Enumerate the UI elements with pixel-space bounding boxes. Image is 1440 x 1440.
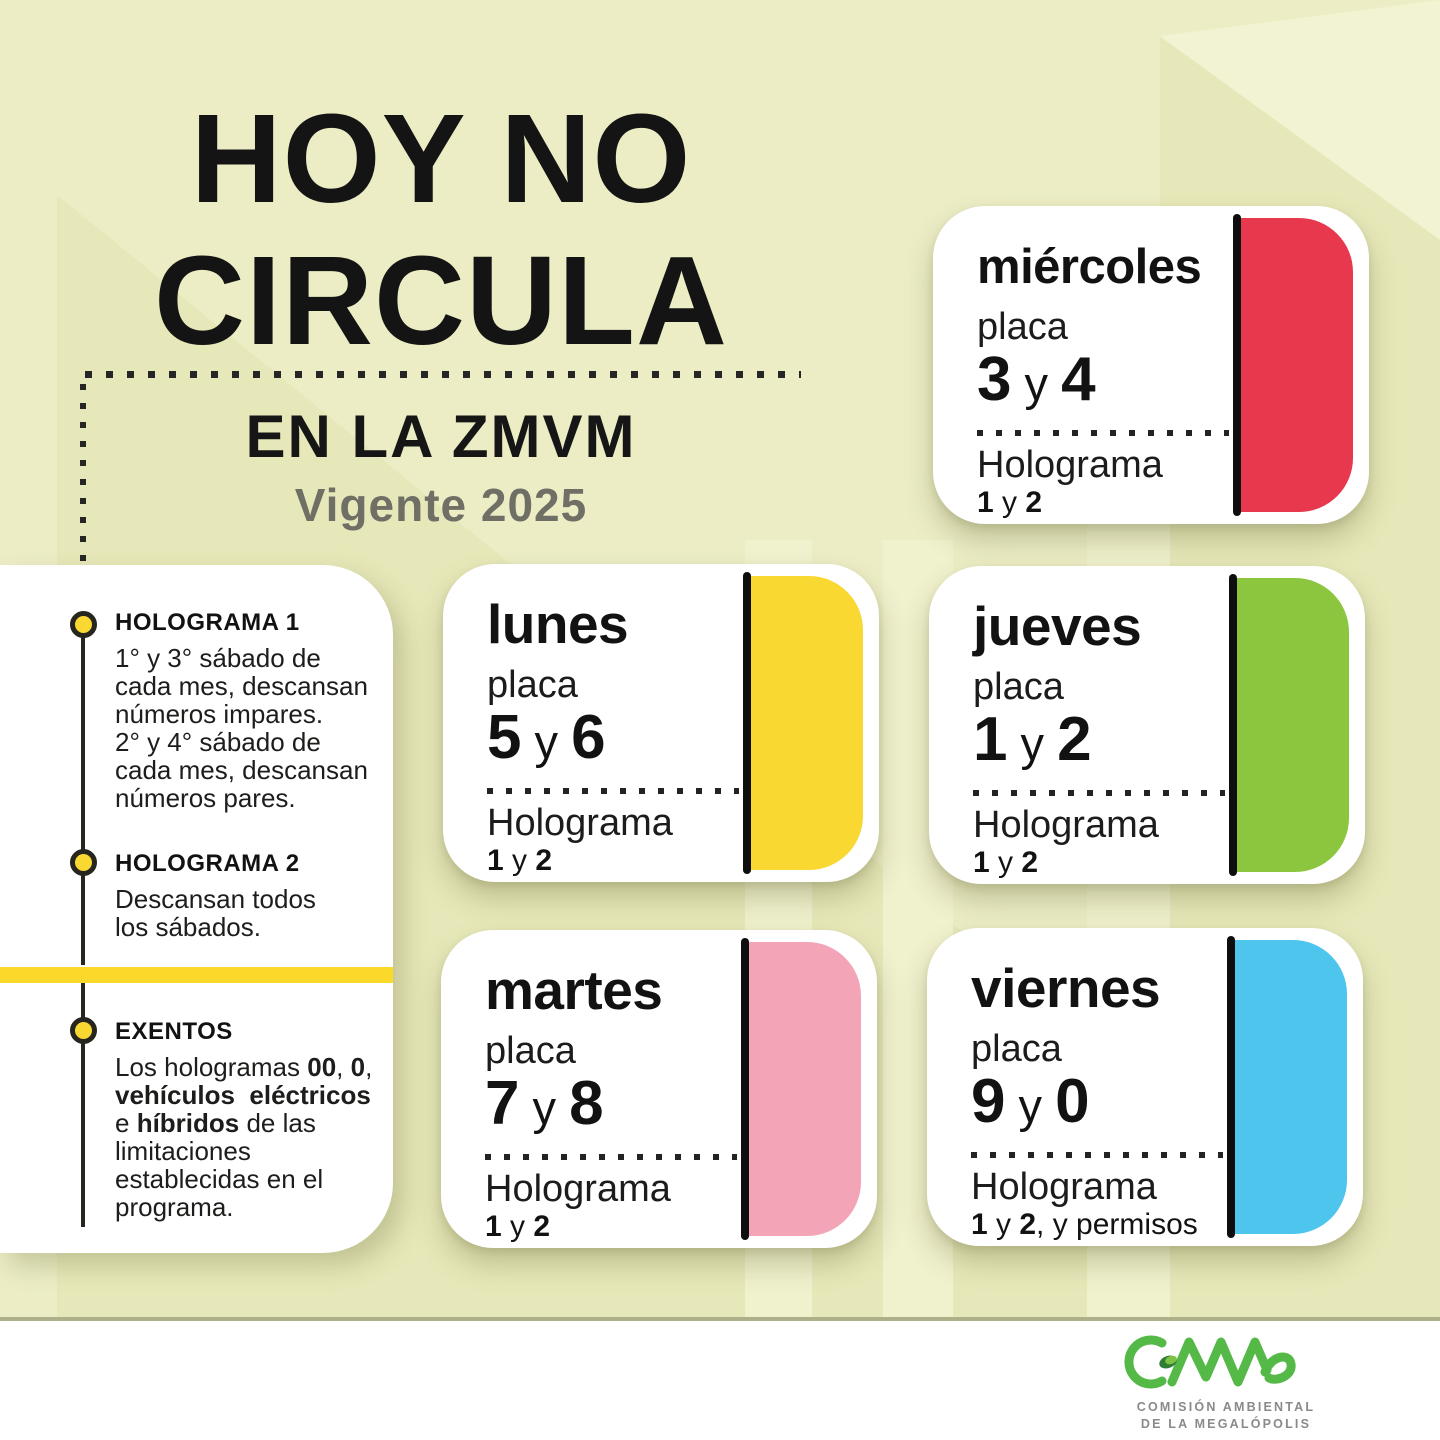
dotted-divider-vertical	[80, 384, 86, 562]
card-divider-line	[1229, 574, 1237, 876]
legend-heading-holograma-1: HOLOGRAMA 1	[115, 609, 300, 636]
legend-yellow-bar	[0, 967, 393, 983]
legend-body-holograma-1: 1° y 3° sábado de cada mes, descansan nú…	[115, 643, 368, 813]
background-bottom-edge	[0, 1317, 1440, 1321]
card-dotted-divider	[487, 788, 739, 794]
plate-numbers: 5 y 6	[487, 703, 606, 772]
card-dotted-divider	[977, 430, 1229, 436]
holograma-values: 1 y 2, y permisos	[971, 1208, 1198, 1241]
holograma-values: 1 y 2	[977, 486, 1043, 519]
legend-heading-holograma-2: HOLOGRAMA 2	[115, 850, 300, 877]
day-card-lunes: lunes placa 5 y 6 Holograma 1 y 2	[443, 564, 879, 882]
logo-subtitle-line-1: COMISIÓN AMBIENTAL	[1136, 1400, 1316, 1414]
dotted-divider-horizontal	[85, 371, 801, 378]
legend-bullet	[70, 1017, 97, 1044]
card-dotted-divider	[973, 790, 1225, 796]
day-card-miercoles: miércoles placa 3 y 4 Holograma 1 y 2	[933, 206, 1369, 524]
day-card-jueves: jueves placa 1 y 2 Holograma 1 y 2	[929, 566, 1365, 884]
validity-label: Vigente 2025	[294, 479, 588, 531]
legend-body-holograma-2: Descansan todos los sábados.	[115, 884, 316, 942]
card-dotted-divider	[485, 1154, 737, 1160]
logo-subtitle-line-2: DE LA MEGALÓPOLIS	[1140, 1417, 1312, 1431]
card-divider-line	[743, 572, 751, 874]
card-divider-line	[741, 938, 749, 1240]
day-card-viernes: viernes placa 9 y 0 Holograma 1 y 2, y p…	[927, 928, 1363, 1246]
day-name: martes	[485, 959, 663, 1021]
placa-label: placa	[487, 664, 578, 706]
legend-heading-exentos: EXENTOS	[115, 1018, 233, 1045]
holograma-values: 1 y 2	[973, 846, 1039, 879]
holograma-values: 1 y 2	[485, 1210, 551, 1243]
plate-numbers: 9 y 0	[971, 1067, 1090, 1136]
card-divider-line	[1233, 214, 1241, 516]
title-line-2: CIRCULA	[154, 230, 728, 372]
placa-label: placa	[977, 306, 1068, 348]
came-logo: COMISIÓN AMBIENTAL DE LA MEGALÓPOLIS	[1118, 1330, 1334, 1433]
legend-timeline-line	[81, 625, 85, 965]
placa-label: placa	[973, 666, 1064, 708]
page-title: HOY NO CIRCULA	[85, 88, 797, 373]
placa-label: placa	[971, 1028, 1062, 1070]
day-color-swatch	[1237, 578, 1349, 872]
legend-panel	[0, 565, 393, 1253]
holograma-label: Holograma	[977, 444, 1163, 486]
legend-bullet	[70, 611, 97, 638]
page-subtitle: EN LA ZMVM	[245, 403, 637, 470]
day-color-swatch	[751, 576, 863, 870]
card-dotted-divider	[971, 1152, 1223, 1158]
day-name: lunes	[487, 593, 629, 655]
plate-numbers: 7 y 8	[485, 1069, 604, 1138]
title-line-1: HOY NO	[190, 88, 692, 229]
plate-numbers: 3 y 4	[977, 345, 1096, 414]
day-card-martes: martes placa 7 y 8 Holograma 1 y 2	[441, 930, 877, 1248]
legend-bullet	[70, 849, 97, 876]
came-wordmark-icon	[1124, 1335, 1296, 1389]
placa-label: placa	[485, 1030, 576, 1072]
legend-timeline-line	[81, 983, 85, 1227]
day-name: viernes	[971, 957, 1161, 1019]
card-divider-line	[1227, 936, 1235, 1238]
holograma-label: Holograma	[971, 1166, 1157, 1208]
day-color-swatch	[1241, 218, 1353, 512]
day-color-swatch	[1235, 940, 1347, 1234]
holograma-label: Holograma	[487, 802, 673, 844]
day-name: jueves	[973, 595, 1142, 657]
day-name: miércoles	[977, 240, 1202, 294]
holograma-label: Holograma	[973, 804, 1159, 846]
holograma-label: Holograma	[485, 1168, 671, 1210]
day-color-swatch	[749, 942, 861, 1236]
plate-numbers: 1 y 2	[973, 705, 1092, 774]
legend-body-exentos: Los hologramas 00, 0, vehículos eléctric…	[115, 1052, 373, 1222]
holograma-values: 1 y 2	[487, 844, 553, 877]
